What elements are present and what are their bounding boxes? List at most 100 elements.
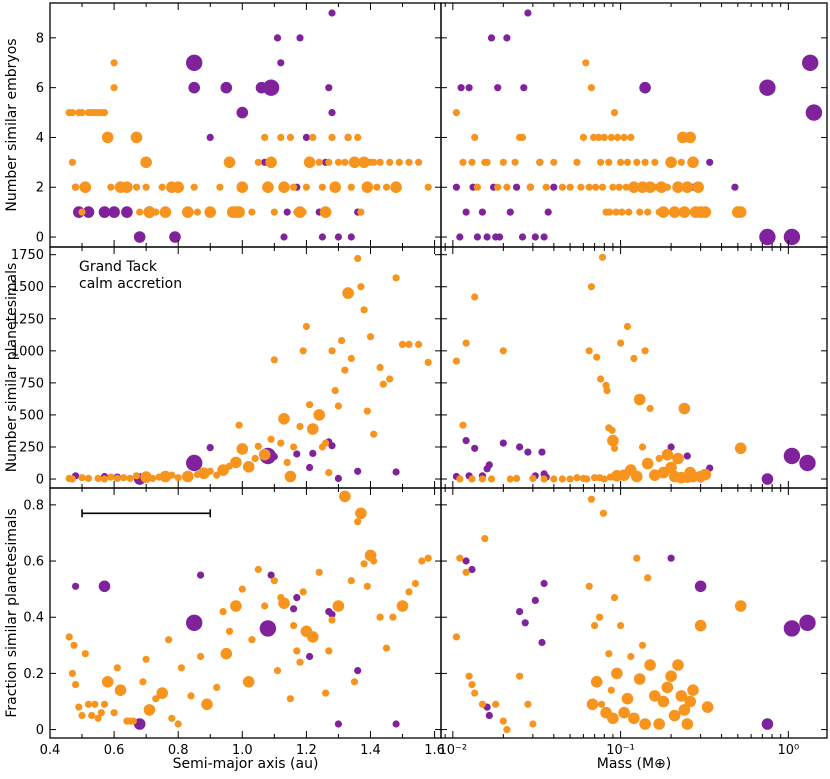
data-point-calm_accretion <box>182 206 194 218</box>
data-point-calm_accretion <box>608 426 616 434</box>
data-point-calm_accretion <box>299 588 307 596</box>
data-point-calm_accretion <box>618 208 626 216</box>
data-point-grand_tack <box>328 109 336 117</box>
data-point-calm_accretion <box>681 181 694 193</box>
data-point-calm_accretion <box>558 183 567 191</box>
data-point-calm_accretion <box>206 467 214 475</box>
data-point-calm_accretion <box>347 577 355 585</box>
data-point-calm_accretion <box>366 333 375 341</box>
data-point-calm_accretion <box>299 347 307 355</box>
data-point-calm_accretion <box>606 208 614 216</box>
data-point-calm_accretion <box>373 183 381 191</box>
data-point-calm_accretion <box>149 474 157 482</box>
data-point-calm_accretion <box>566 475 574 483</box>
data-point-calm_accretion <box>97 709 105 717</box>
data-point-calm_accretion <box>315 158 323 166</box>
data-point-grand_tack <box>468 565 476 574</box>
data-point-grand_tack <box>513 183 521 191</box>
data-point-calm_accretion <box>100 700 109 708</box>
data-point-calm_accretion <box>592 183 600 191</box>
data-point-calm_accretion <box>277 133 285 141</box>
data-point-calm_accretion <box>620 133 628 141</box>
data-point-calm_accretion <box>623 322 632 331</box>
data-point-calm_accretion <box>107 183 115 191</box>
x-tick-label: 1.0 <box>232 743 253 758</box>
data-point-grand_tack <box>259 620 277 637</box>
panel-fraction_vs_mass: 10⁻² 10⁻¹ 10⁰ Mass (M⊕) <box>439 487 828 772</box>
data-point-calm_accretion <box>452 357 460 365</box>
legend-calm-accretion: calm accretion <box>79 276 182 292</box>
data-point-calm_accretion <box>668 206 681 218</box>
data-point-calm_accretion <box>334 402 342 410</box>
data-point-calm_accretion <box>641 347 649 355</box>
data-point-calm_accretion <box>172 181 184 193</box>
data-point-calm_accretion <box>600 475 608 483</box>
data-point-calm_accretion <box>593 353 601 361</box>
panel-frame <box>440 487 828 739</box>
y-tick-label: 1250 <box>11 312 44 327</box>
data-point-grand_tack <box>550 183 558 191</box>
data-point-calm_accretion <box>136 208 144 216</box>
data-point-grand_tack <box>518 233 527 241</box>
data-point-calm_accretion <box>622 183 630 191</box>
data-point-calm_accretion <box>653 718 665 730</box>
data-point-grand_tack <box>485 461 493 469</box>
data-point-calm_accretion <box>322 689 330 697</box>
data-point-grand_tack <box>296 34 304 42</box>
data-point-calm_accretion <box>254 158 262 166</box>
data-point-calm_accretion <box>610 594 619 602</box>
data-point-calm_accretion <box>617 622 625 630</box>
data-point-calm_accretion <box>236 443 249 455</box>
data-point-calm_accretion <box>296 422 304 431</box>
data-point-calm_accretion <box>290 183 298 191</box>
data-point-calm_accretion <box>370 430 378 438</box>
series-calm_accretion <box>65 254 432 483</box>
data-point-calm_accretion <box>230 600 242 612</box>
data-point-calm_accretion <box>379 380 387 388</box>
data-point-calm_accretion <box>462 568 470 576</box>
data-point-calm_accretion <box>329 181 342 193</box>
data-point-calm_accretion <box>579 133 588 141</box>
data-point-calm_accretion <box>605 158 613 166</box>
data-point-calm_accretion <box>734 442 747 455</box>
data-point-calm_accretion <box>630 354 638 363</box>
data-point-calm_accretion <box>204 206 216 218</box>
data-point-calm_accretion <box>699 468 712 481</box>
data-point-calm_accretion <box>649 690 661 702</box>
data-point-calm_accretion <box>348 156 361 169</box>
data-point-calm_accretion <box>355 507 367 520</box>
data-point-calm_accretion <box>110 59 118 67</box>
data-point-calm_accretion <box>516 672 524 680</box>
ticks: 10⁻² 10⁻¹ 10⁰ <box>439 488 827 758</box>
data-point-grand_tack <box>318 233 326 241</box>
data-point-calm_accretion <box>614 133 622 141</box>
data-point-calm_accretion <box>354 518 362 526</box>
data-point-calm_accretion <box>386 158 394 166</box>
data-point-calm_accretion <box>354 254 362 263</box>
data-point-calm_accretion <box>174 720 182 728</box>
data-point-calm_accretion <box>678 704 691 716</box>
data-point-calm_accretion <box>328 133 336 141</box>
data-point-calm_accretion <box>398 340 407 348</box>
series-calm_accretion <box>65 490 432 728</box>
data-point-calm_accretion <box>370 158 378 166</box>
data-point-calm_accretion <box>334 158 342 166</box>
data-point-calm_accretion <box>468 475 476 483</box>
data-point-calm_accretion <box>424 554 432 562</box>
data-point-calm_accretion <box>610 444 619 452</box>
data-point-calm_accretion <box>193 208 201 216</box>
data-point-calm_accretion <box>251 454 259 463</box>
data-point-calm_accretion <box>78 474 86 482</box>
data-point-calm_accretion <box>585 183 593 191</box>
data-point-grand_tack <box>392 720 400 728</box>
data-point-grand_tack <box>761 718 774 730</box>
data-point-calm_accretion <box>254 565 262 574</box>
data-point-calm_accretion <box>325 469 333 477</box>
data-point-grand_tack <box>783 620 801 637</box>
data-point-calm_accretion <box>197 652 205 661</box>
data-point-grand_tack <box>302 133 310 141</box>
data-point-calm_accretion <box>159 206 172 218</box>
data-point-grand_tack <box>334 233 342 241</box>
data-point-calm_accretion <box>132 472 141 480</box>
data-point-calm_accretion <box>639 718 651 730</box>
